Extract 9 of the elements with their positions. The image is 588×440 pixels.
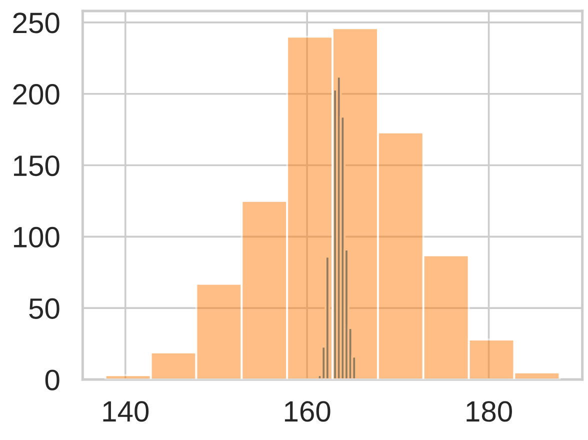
y-tick-label: 150 [14,155,60,176]
x-tick-label: 140 [103,401,149,422]
x-tick-label: 160 [284,401,330,422]
x-tick-label: 180 [466,401,512,422]
y-tick-label: 100 [14,226,60,248]
y-tick-label: 0 [45,370,60,390]
y-tick-label: 250 [13,12,60,34]
y-tick-label: 200 [13,84,60,105]
y-tick-label: 50 [29,298,60,319]
